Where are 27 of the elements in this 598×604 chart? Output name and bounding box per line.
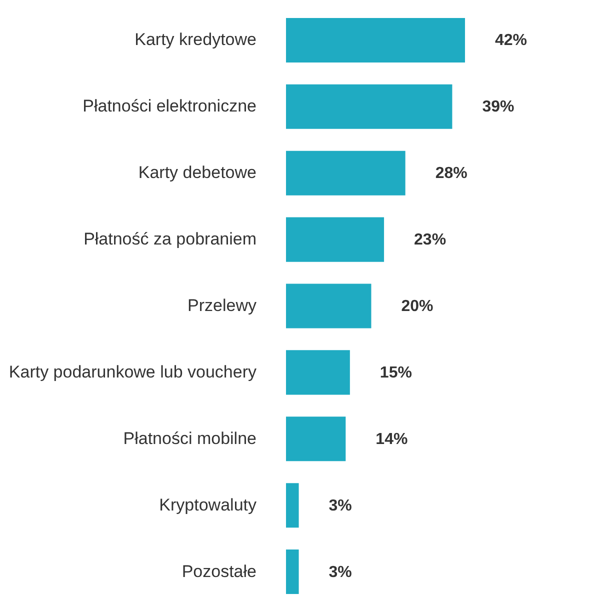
data-label: 28% [435, 165, 468, 182]
y-tick-label: Płatności mobilne [123, 428, 256, 448]
y-tick-label: Przelewy [188, 296, 257, 315]
y-tick-label: Karty kredytowe [134, 30, 256, 50]
bar [286, 550, 299, 594]
bar [286, 217, 384, 262]
data-label: 3% [328, 497, 352, 514]
y-tick-label: Pozostałe [182, 562, 256, 581]
data-label: 3% [328, 564, 352, 581]
bar [286, 416, 346, 462]
y-tick-label: Karty podarunkowe lub vouchery [8, 362, 257, 382]
bar [286, 150, 406, 196]
bar [286, 483, 299, 528]
data-label: 42% [495, 32, 528, 50]
y-tick-label: Kryptowaluty [159, 495, 257, 514]
data-label: 39% [482, 98, 514, 116]
bar [286, 18, 465, 62]
y-tick-label: Karty debetowe [138, 163, 256, 182]
data-label: 14% [376, 430, 408, 448]
data-label: 20% [401, 298, 434, 315]
y-tick-label: Płatności elektroniczne [82, 96, 256, 116]
bar [286, 284, 372, 328]
bar [286, 84, 452, 129]
bar [286, 350, 350, 395]
data-label: 23% [414, 232, 446, 249]
data-label: 15% [380, 364, 412, 382]
y-tick-label: Płatność za pobraniem [84, 230, 256, 249]
